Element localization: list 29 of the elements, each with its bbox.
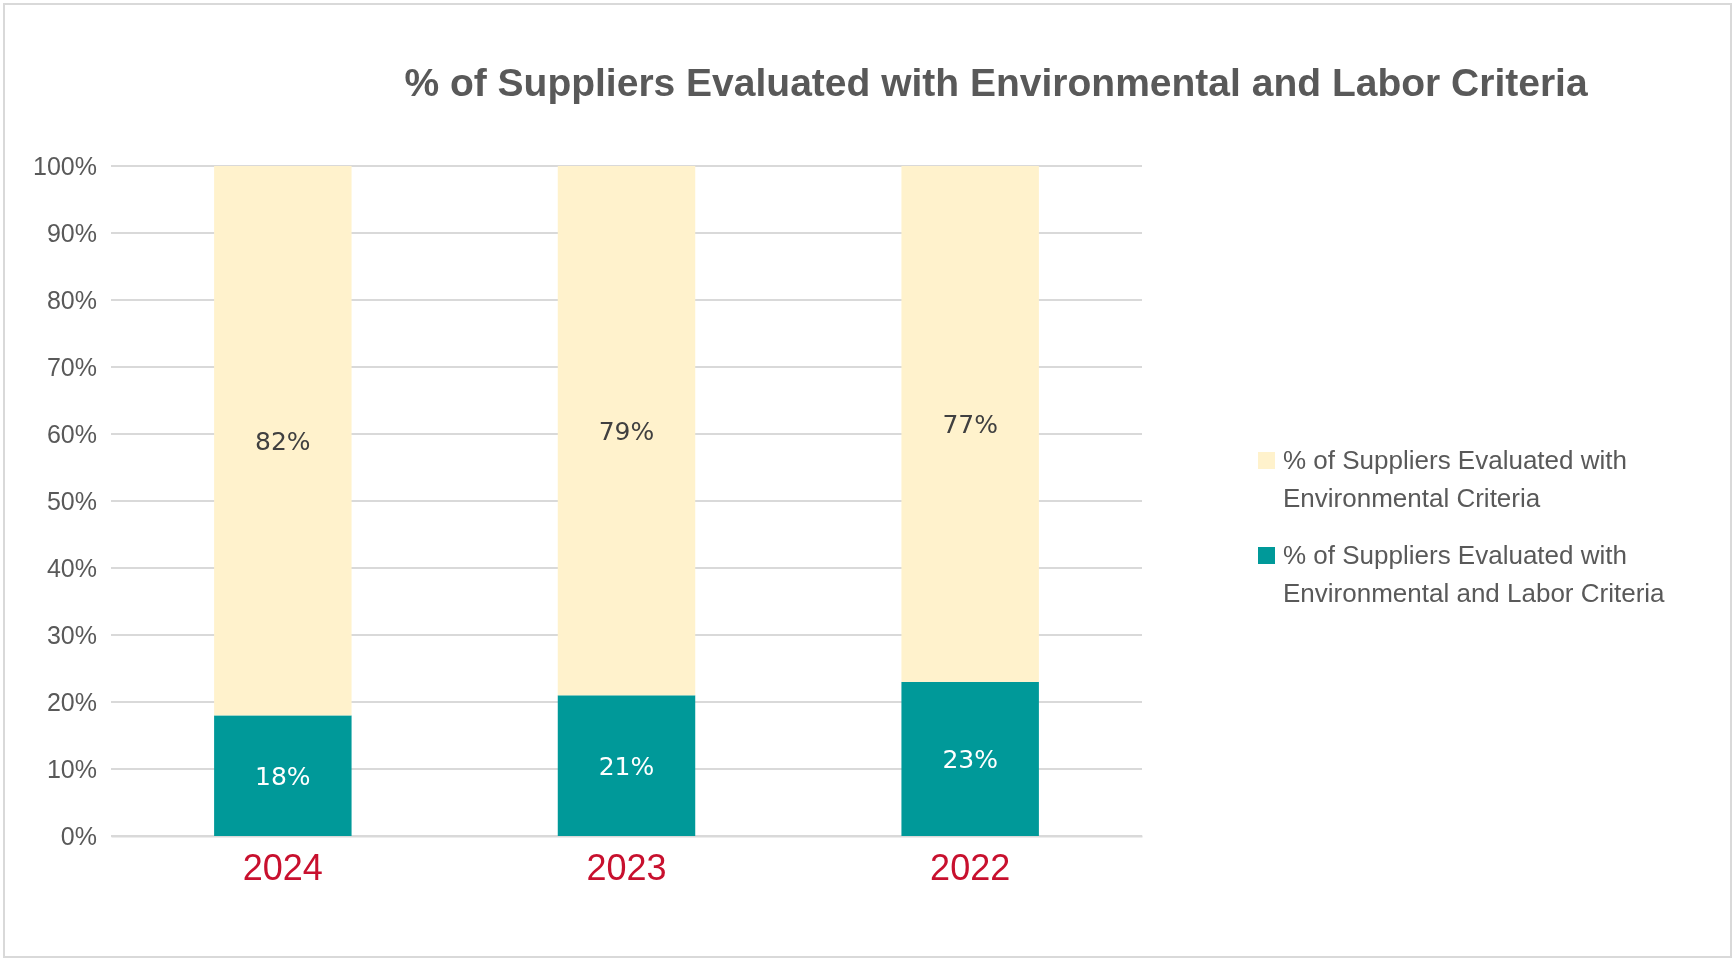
- y-tick-label: 60%: [46, 419, 97, 448]
- legend-label: % of Suppliers Evaluated with Environmental and Labor Criteria: [1283, 540, 1666, 608]
- bar: [557, 166, 696, 696]
- y-tick-label: 20%: [46, 687, 97, 716]
- chart-title: % of Suppliers Evaluated with Environmental and Labor Criteria: [404, 61, 1588, 104]
- data-label: 18%: [255, 761, 311, 791]
- bar: [901, 166, 1039, 682]
- y-tick-label: 50%: [46, 486, 97, 515]
- y-tick-label: 40%: [46, 553, 97, 582]
- y-tick-label: 100%: [33, 151, 97, 180]
- bar: [214, 166, 352, 716]
- x-tick-label: 2022: [930, 846, 1011, 888]
- bar: [901, 681, 1039, 836]
- y-tick-label: 80%: [46, 285, 97, 314]
- data-label: 21%: [598, 751, 655, 781]
- bar: [557, 695, 696, 836]
- y-tick-label: 0%: [60, 821, 97, 850]
- legend-label: % of Suppliers Evaluated with Environmental Criteria: [1283, 445, 1627, 513]
- y-tick-label: 30%: [46, 620, 97, 649]
- y-tick-label: 10%: [46, 754, 97, 783]
- y-tick-label: 70%: [46, 352, 97, 381]
- data-label: 23%: [942, 744, 998, 774]
- data-label: 82%: [255, 426, 311, 456]
- y-tick-label: 90%: [46, 218, 97, 247]
- data-label: 77%: [942, 409, 998, 439]
- x-tick-label: 2023: [586, 846, 667, 888]
- x-tick-label: 2024: [242, 846, 323, 888]
- data-label: 79%: [598, 416, 655, 446]
- bar: [214, 715, 352, 836]
